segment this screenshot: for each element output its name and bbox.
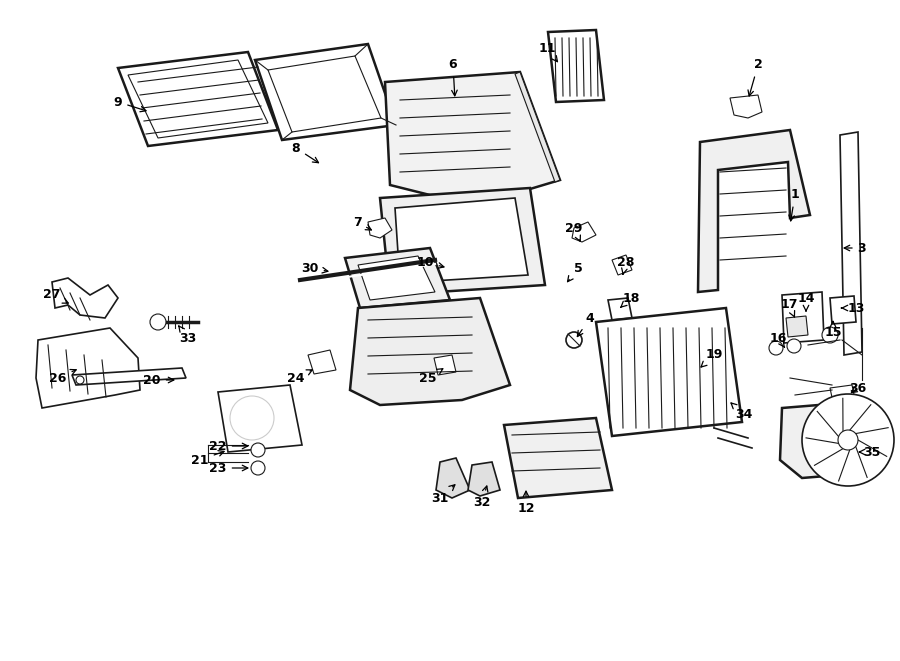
Polygon shape [218, 385, 302, 452]
Text: 13: 13 [842, 301, 865, 315]
Text: 34: 34 [731, 403, 752, 422]
Circle shape [566, 332, 582, 348]
Polygon shape [786, 316, 808, 337]
Text: 33: 33 [179, 326, 196, 344]
Text: 19: 19 [701, 348, 723, 367]
Circle shape [769, 341, 783, 355]
Text: 12: 12 [518, 491, 535, 514]
Text: 11: 11 [538, 42, 557, 61]
Polygon shape [596, 308, 742, 436]
Polygon shape [380, 188, 545, 295]
Text: 28: 28 [617, 256, 634, 274]
Polygon shape [612, 255, 632, 275]
Polygon shape [572, 222, 596, 242]
Polygon shape [52, 278, 118, 318]
Text: 27: 27 [43, 288, 68, 303]
Polygon shape [128, 60, 268, 138]
Circle shape [787, 339, 801, 353]
Polygon shape [434, 355, 456, 375]
Polygon shape [515, 72, 560, 182]
Text: 2: 2 [748, 59, 762, 96]
Polygon shape [468, 462, 500, 496]
Text: 10: 10 [416, 256, 444, 268]
Text: 22: 22 [209, 440, 248, 453]
Text: 24: 24 [287, 370, 312, 385]
Text: 9: 9 [113, 95, 146, 112]
Polygon shape [268, 56, 381, 132]
Text: 8: 8 [292, 141, 319, 163]
Polygon shape [358, 256, 435, 300]
Text: 35: 35 [860, 446, 881, 459]
Polygon shape [385, 72, 560, 195]
Polygon shape [780, 402, 875, 478]
Polygon shape [608, 298, 632, 320]
Text: 20: 20 [143, 373, 174, 387]
Circle shape [802, 394, 894, 486]
Text: 7: 7 [353, 215, 372, 230]
Polygon shape [395, 198, 528, 283]
Circle shape [251, 461, 265, 475]
Polygon shape [308, 350, 336, 374]
Text: 14: 14 [797, 292, 814, 311]
Text: 18: 18 [621, 292, 640, 307]
Text: 23: 23 [210, 461, 248, 475]
Text: 31: 31 [431, 485, 454, 504]
Text: 36: 36 [850, 381, 867, 395]
Polygon shape [368, 218, 392, 238]
Text: 15: 15 [824, 321, 842, 338]
Polygon shape [72, 368, 186, 385]
Polygon shape [504, 418, 612, 498]
Text: 17: 17 [780, 299, 797, 317]
Polygon shape [830, 385, 856, 407]
Polygon shape [730, 95, 762, 118]
Polygon shape [350, 298, 510, 405]
Polygon shape [36, 328, 140, 408]
Polygon shape [698, 130, 810, 292]
Polygon shape [840, 132, 862, 355]
Polygon shape [436, 458, 470, 498]
Polygon shape [345, 248, 450, 308]
Circle shape [251, 443, 265, 457]
Circle shape [822, 327, 838, 343]
Polygon shape [830, 296, 856, 324]
Polygon shape [255, 44, 396, 140]
Text: 3: 3 [844, 241, 867, 254]
Polygon shape [548, 30, 604, 102]
Polygon shape [118, 52, 278, 146]
Text: 21: 21 [191, 451, 224, 467]
Text: 26: 26 [50, 369, 76, 385]
Text: 30: 30 [302, 262, 328, 274]
Text: 16: 16 [770, 332, 787, 348]
Circle shape [76, 376, 84, 384]
Text: 4: 4 [578, 311, 594, 336]
Text: 6: 6 [449, 59, 457, 96]
Text: 32: 32 [473, 486, 491, 508]
Polygon shape [782, 292, 824, 343]
Circle shape [838, 430, 858, 450]
Text: 25: 25 [419, 369, 443, 385]
Text: 29: 29 [565, 221, 582, 241]
Circle shape [150, 314, 166, 330]
Text: 5: 5 [568, 262, 582, 282]
Text: 1: 1 [789, 188, 799, 221]
Circle shape [230, 396, 274, 440]
